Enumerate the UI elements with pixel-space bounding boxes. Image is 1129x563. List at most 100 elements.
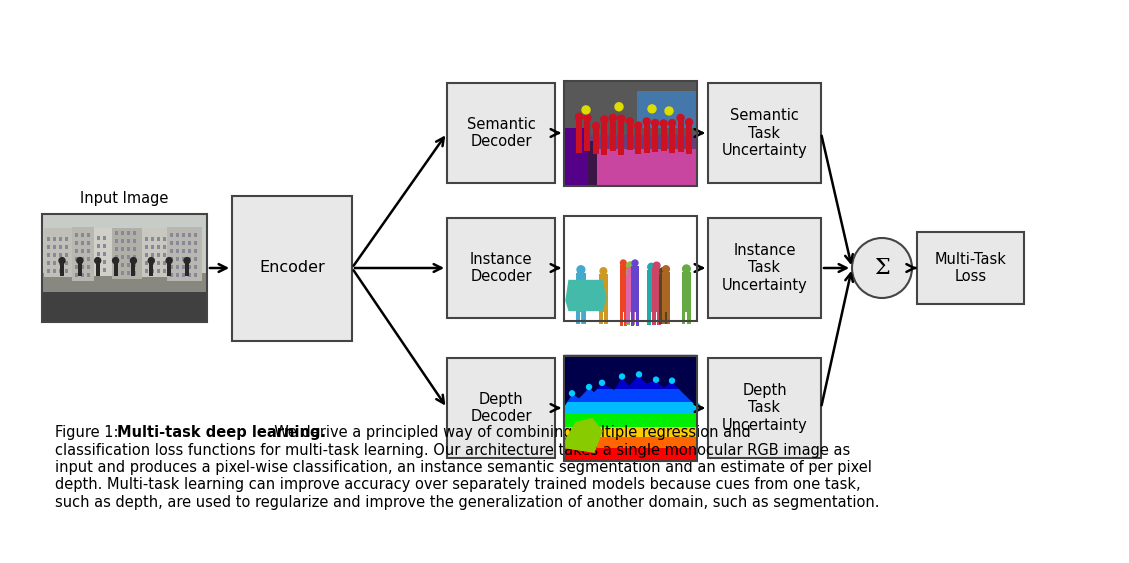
Bar	[677, 120, 683, 152]
Bar	[163, 261, 166, 265]
Bar	[75, 257, 78, 261]
Bar	[42, 214, 207, 322]
Bar	[576, 119, 583, 153]
Circle shape	[654, 262, 660, 269]
Bar	[149, 262, 154, 275]
Circle shape	[683, 265, 690, 272]
Bar	[627, 274, 634, 312]
Bar	[145, 269, 148, 273]
Bar	[625, 269, 636, 312]
Bar	[47, 261, 50, 265]
Bar	[662, 272, 671, 312]
FancyBboxPatch shape	[447, 358, 555, 458]
Bar	[581, 312, 584, 324]
Bar	[194, 241, 196, 245]
Circle shape	[644, 118, 650, 125]
Bar	[75, 241, 78, 245]
Bar	[564, 413, 697, 427]
Bar	[189, 257, 191, 261]
Polygon shape	[566, 418, 602, 452]
Bar	[176, 273, 180, 277]
Bar	[176, 257, 180, 261]
Bar	[157, 261, 160, 265]
Bar	[157, 245, 160, 249]
Circle shape	[583, 106, 590, 114]
Bar	[644, 123, 649, 153]
Bar	[176, 249, 180, 253]
Bar	[564, 135, 697, 185]
Bar	[151, 269, 154, 273]
Bar	[647, 312, 650, 325]
Bar	[157, 269, 160, 273]
Bar	[112, 228, 142, 279]
Circle shape	[628, 267, 634, 274]
Bar	[133, 271, 135, 275]
Bar	[126, 271, 130, 275]
Bar	[163, 245, 166, 249]
Bar	[669, 125, 675, 153]
Bar	[59, 253, 62, 257]
Bar	[625, 312, 630, 325]
Bar	[42, 274, 207, 292]
Circle shape	[637, 372, 641, 377]
Bar	[564, 81, 697, 185]
Text: Instance
Decoder: Instance Decoder	[470, 252, 532, 284]
Circle shape	[669, 378, 674, 383]
Bar	[653, 125, 658, 153]
Bar	[182, 265, 185, 269]
Bar	[75, 273, 78, 277]
Bar	[182, 273, 185, 277]
Bar	[157, 253, 160, 257]
Bar	[564, 149, 697, 185]
Bar	[636, 312, 639, 327]
Bar	[126, 263, 130, 267]
Bar	[182, 257, 185, 261]
Bar	[624, 312, 627, 327]
Bar	[47, 269, 50, 273]
Bar	[593, 128, 598, 154]
Bar	[167, 227, 202, 281]
Bar	[176, 233, 180, 237]
Text: Σ: Σ	[874, 257, 890, 279]
Bar	[81, 273, 84, 277]
Bar	[163, 253, 166, 257]
Bar	[81, 265, 84, 269]
Circle shape	[659, 268, 666, 275]
Bar	[194, 257, 196, 261]
Text: Depth
Task
Uncertainty: Depth Task Uncertainty	[721, 383, 807, 433]
Bar	[662, 312, 665, 324]
Bar	[115, 263, 119, 267]
Bar	[176, 241, 180, 245]
Bar	[610, 120, 615, 151]
Circle shape	[576, 113, 583, 120]
Bar	[682, 272, 691, 312]
Bar	[47, 237, 50, 241]
Bar	[163, 237, 166, 241]
FancyBboxPatch shape	[917, 232, 1024, 304]
Bar	[631, 312, 634, 327]
Bar	[115, 271, 119, 275]
Bar	[659, 274, 667, 312]
Bar	[114, 262, 117, 275]
Bar	[94, 228, 112, 275]
Bar	[564, 355, 697, 461]
Bar	[576, 312, 580, 324]
Bar	[577, 272, 584, 312]
Bar	[103, 236, 106, 240]
Bar	[682, 312, 685, 324]
Text: Encoder: Encoder	[260, 261, 325, 275]
Bar	[576, 273, 586, 312]
Bar	[103, 252, 106, 256]
Bar	[145, 237, 148, 241]
Bar	[620, 312, 622, 327]
Bar	[75, 249, 78, 253]
Circle shape	[601, 268, 606, 274]
Polygon shape	[566, 280, 606, 311]
Bar	[59, 237, 62, 241]
Bar	[133, 247, 135, 251]
Bar	[564, 216, 697, 320]
Circle shape	[59, 258, 65, 263]
Bar	[59, 245, 62, 249]
Bar	[585, 120, 590, 150]
Bar	[151, 253, 154, 257]
